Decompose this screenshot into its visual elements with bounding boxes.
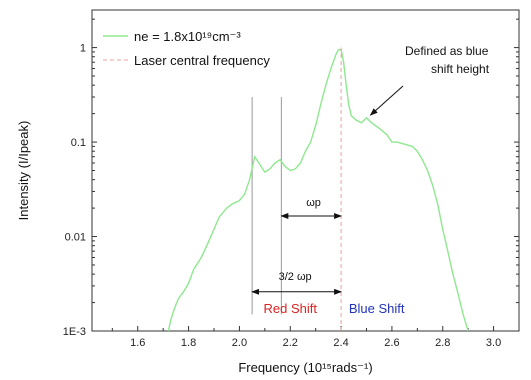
x-axis-ticks: 1.6 1.8 2.0 2.2 2.4 2.6 2.8 3.0: [111, 326, 501, 349]
three-halves-omega-p-label: 3/2 ωp: [279, 271, 312, 283]
red-shift-label: Red Shift: [264, 301, 318, 316]
x-axis-title: Frequency (10¹⁵rads⁻¹): [238, 360, 372, 375]
x-tick-label: 2.4: [333, 337, 348, 349]
y-tick-label: 0.1: [71, 137, 86, 149]
marker-lines: [251, 96, 282, 315]
x-tick-label: 2.0: [232, 337, 247, 349]
x-tick-label: 2.6: [384, 337, 399, 349]
series-line-density: [167, 49, 469, 332]
blue-shift-label: Blue Shift: [349, 301, 405, 316]
x-tick-label: 1.8: [181, 337, 196, 349]
y-tick-label: 1E-3: [63, 326, 86, 338]
y-axis-title: Intensity (I/Ipeak): [16, 121, 31, 221]
blue-shift-height-label-line1: Defined as blue: [405, 44, 489, 58]
legend-label-laser: Laser central frequency: [134, 53, 270, 68]
x-tick-label: 2.8: [435, 337, 450, 349]
omega-p-label: ωp: [306, 197, 321, 209]
legend-label-density: ne = 1.8x10¹⁹cm⁻³: [134, 29, 241, 44]
x-tick-label: 3.0: [486, 337, 501, 349]
blue-shift-height-label-line2: shift height: [431, 62, 490, 76]
y-tick-label: 0.01: [65, 232, 86, 244]
annotation-layer: ωp 3/2 ωp Red Shift Blue Shift Defined a…: [251, 44, 490, 316]
blue-shift-height-arrow: [369, 85, 404, 116]
x-tick-label: 1.6: [130, 337, 145, 349]
legend: ne = 1.8x10¹⁹cm⁻³ Laser central frequenc…: [103, 29, 270, 68]
series-layer: [167, 47, 469, 332]
y-axis-ticks: 1 0.1 0.01 1E-3: [63, 18, 519, 338]
x-tick-label: 2.2: [283, 337, 298, 349]
y-tick-label: 1: [80, 43, 86, 55]
